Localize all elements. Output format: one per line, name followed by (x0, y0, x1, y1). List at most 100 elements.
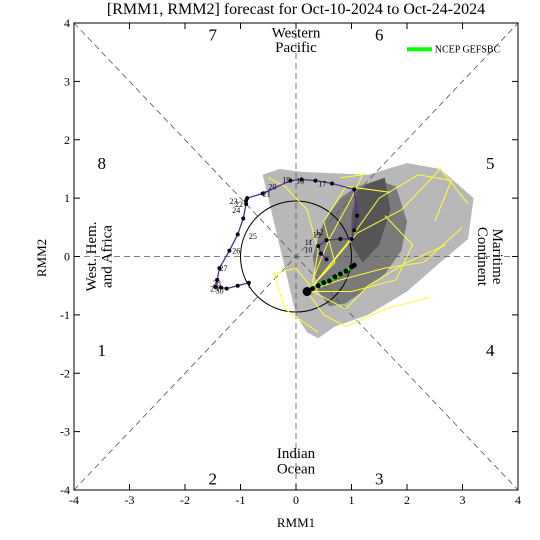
observed-point (330, 181, 335, 186)
forecast-point (326, 278, 332, 284)
observed-point (318, 251, 323, 256)
region-western-pacific: Pacific (275, 40, 317, 56)
legend-label: NCEP GEFSBC (435, 44, 501, 55)
x-tick-label: -4 (69, 493, 79, 507)
day-label: 25 (249, 232, 257, 241)
forecast-point (351, 262, 357, 268)
ensemble-member-line (268, 177, 319, 283)
observed-point (352, 228, 357, 233)
phase-label: 5 (486, 154, 495, 173)
observed-point (324, 238, 329, 243)
observed-point (213, 284, 218, 289)
ensemble-member-line (273, 267, 319, 333)
y-tick-label: 4 (64, 16, 70, 30)
region-maritime-continent: Continent (474, 227, 490, 287)
x-tick-label: -1 (236, 493, 246, 507)
day-label: 11 (305, 238, 313, 247)
x-tick-label: 3 (460, 493, 466, 507)
forecast-start-point (302, 287, 312, 297)
observed-point (241, 216, 246, 221)
chart-title: [RMM1, RMM2] forecast for Oct-10-2024 to… (107, 1, 485, 18)
observed-point (349, 236, 354, 241)
observed-point (235, 232, 240, 237)
day-label: 28 (213, 279, 221, 288)
forecast-point (343, 268, 349, 274)
observed-point (224, 286, 229, 291)
y-tick-label: 0 (64, 250, 70, 264)
day-label: 24 (232, 206, 240, 215)
x-tick-label: 0 (293, 493, 299, 507)
ensemble-member-line (306, 291, 430, 328)
phase-label: 6 (375, 26, 384, 45)
day-label: 10 (304, 245, 312, 254)
observed-point (245, 196, 250, 201)
x-tick-label: -3 (125, 493, 135, 507)
y-axis-label: RMM2 (34, 239, 49, 277)
observed-point (313, 178, 318, 183)
ensemble-member-line (309, 215, 414, 293)
observed-point (324, 257, 329, 262)
phase-label: 2 (209, 469, 218, 488)
x-axis-label: RMM1 (277, 515, 315, 530)
observed-point (246, 280, 251, 285)
day-label: 21 (263, 189, 271, 198)
day-label: 17 (318, 180, 326, 189)
observed-point (316, 243, 321, 248)
observed-point (355, 213, 360, 218)
ensemble-member-line (312, 185, 391, 287)
phase-label: 3 (375, 469, 384, 488)
x-tick-label: 1 (349, 493, 355, 507)
ensemble-member-line (306, 226, 463, 292)
region-west-hem-africa: and Africa (100, 225, 116, 288)
observed-point (215, 277, 220, 282)
region-western-pacific: Western (272, 26, 321, 42)
observed-point (235, 283, 240, 288)
ensemble-member-line (312, 174, 453, 287)
ensemble-member-line (312, 174, 364, 281)
day-label: 30 (216, 286, 224, 295)
region-indian-ocean: Indian (277, 446, 316, 462)
day-label: 18 (296, 177, 304, 186)
phase-label: 4 (486, 341, 495, 360)
y-tick-label: -3 (60, 425, 70, 439)
observed-point (352, 187, 357, 192)
observed-point (260, 191, 265, 196)
y-tick-label: -2 (60, 366, 70, 380)
day-label: 20 (268, 182, 276, 191)
phase-label: 1 (98, 341, 107, 360)
forecast-point (337, 271, 343, 277)
day-label: 27 (220, 264, 228, 273)
forecast-point (310, 286, 316, 292)
unit-circle (240, 200, 352, 313)
phase-label: 8 (98, 154, 107, 173)
day-label: 12 (316, 228, 324, 237)
y-tick-label: -4 (60, 483, 70, 497)
region-west-hem-africa: West. Hem. (84, 221, 100, 291)
day-label: 26 (232, 247, 240, 256)
forecast-mean-line (306, 263, 356, 293)
ensemble-member-line (315, 168, 469, 284)
observed-point (299, 177, 304, 182)
phase-label: 7 (209, 26, 218, 45)
forecast-point (321, 280, 327, 286)
x-tick-label: -2 (180, 493, 190, 507)
observed-point (219, 285, 224, 290)
region-indian-ocean: Ocean (277, 462, 316, 478)
y-tick-label: -1 (60, 308, 70, 322)
observed-point (244, 201, 249, 206)
x-tick-label: 4 (515, 493, 521, 507)
observed-point (338, 236, 343, 241)
forecast-point (315, 283, 321, 289)
ensemble-member-line (306, 244, 447, 310)
day-label: 23 (230, 197, 238, 206)
day-label: 13 (313, 230, 321, 239)
y-tick-label: 3 (64, 74, 70, 88)
ensemble-spread-darker (351, 177, 391, 263)
region-maritime-continent: Maritime (489, 229, 505, 285)
observed-point (227, 248, 232, 253)
day-label: 1 (247, 281, 251, 290)
day-label: 22 (235, 200, 243, 209)
x-tick-label: 2 (404, 493, 410, 507)
